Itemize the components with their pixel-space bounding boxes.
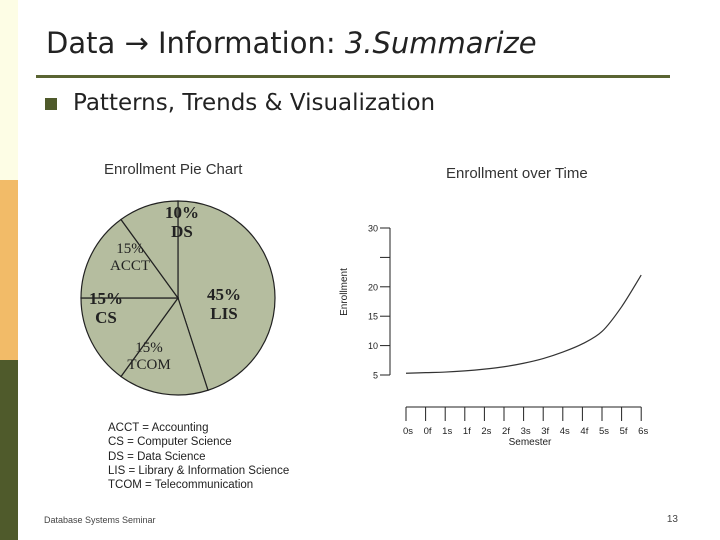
legend-item: LIS = Library & Information Science (108, 464, 290, 477)
pie-label-pct: 15% (116, 241, 144, 257)
pie-slice-acct (80, 218, 180, 299)
y-tick-label: 10 (368, 341, 378, 351)
pie-slice-cs (80, 297, 180, 378)
pie-slice-ds (120, 200, 179, 300)
decor-strip-bottom (0, 360, 18, 540)
pie-label-name: CS (95, 308, 117, 327)
x-tick-label: 0f (424, 426, 432, 437)
line-chart: 5 10 15 20 30 Enrollment 0s 0f 1s 1f 2s 2f 3s 3f 4s 4f 5… (339, 224, 648, 449)
y-axis-label: Enrollment (339, 268, 350, 316)
y-tick-label: 15 (368, 312, 378, 322)
y-tick-label: 5 (373, 371, 378, 381)
legend-item: TCOM = Telecommunication (108, 479, 254, 492)
legend-item: ACCT = Accounting (108, 422, 209, 434)
enrollment-series-line (405, 274, 642, 374)
bullet-text: Patterns, Trends & Visualization (73, 90, 436, 116)
x-tick-label: 2f (502, 426, 510, 437)
pie-chart-title: Enrollment Pie Chart (104, 161, 243, 178)
title-sub: 3.Summarize (344, 26, 537, 60)
legend-item: CS = Computer Science (108, 436, 232, 449)
x-tick-label: 0s (403, 426, 413, 437)
pie-label-name: LIS (210, 304, 237, 323)
legend: ACCT = Accounting CS = Computer Science … (108, 421, 289, 492)
legend-item: DS = Data Science (108, 450, 206, 463)
x-tick-label: 5s (599, 426, 609, 437)
footer-text: Database Systems Seminar (44, 515, 156, 525)
x-tick-label: 1s (442, 426, 452, 437)
y-tick-label: 30 (368, 224, 378, 234)
y-tick-label: 20 (368, 282, 378, 292)
x-tick-label: 3s (521, 426, 531, 437)
x-tick-label: 6s (638, 426, 648, 437)
pie-label-pct: 45% (207, 285, 241, 304)
x-tick-label: 2s (481, 426, 491, 437)
x-tick-label: 5f (620, 426, 628, 437)
pie-label-name: DS (171, 222, 193, 241)
bullet-square-icon (45, 98, 57, 110)
x-tick-label: 4f (580, 426, 588, 437)
line-chart-title: Enrollment over Time (446, 165, 588, 182)
pie-slice-lis (177, 200, 276, 392)
page-number: 13 (666, 514, 678, 525)
pie-label-name: TCOM (127, 357, 170, 373)
decor-strip-top (0, 0, 18, 180)
x-axis-label: Semester (509, 437, 552, 448)
x-tick-label: 1f (463, 426, 471, 437)
title-divider (36, 75, 670, 78)
pie-label-pct: 15% (89, 289, 123, 308)
pie-label-pct: 15% (135, 340, 163, 356)
pie-slice-tcom (120, 296, 209, 396)
title-main: Data → Information: (46, 26, 345, 60)
decor-strip-middle (0, 180, 18, 360)
slide-title: Data → Information: 3.Summarize (46, 26, 537, 60)
pie-label-name: ACCT (110, 258, 150, 274)
x-tick-label: 4s (560, 426, 570, 437)
x-tick-label: 3f (541, 426, 549, 437)
pie-label-pct: 10% (165, 203, 199, 222)
